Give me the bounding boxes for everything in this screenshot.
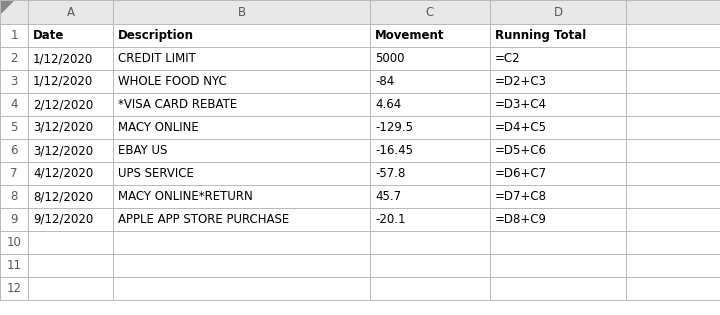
Text: *VISA CARD REBATE: *VISA CARD REBATE [118, 98, 238, 111]
Text: CREDIT LIMIT: CREDIT LIMIT [118, 52, 196, 65]
Text: 45.7: 45.7 [375, 190, 401, 203]
Text: -84: -84 [375, 75, 395, 88]
Text: 9: 9 [10, 213, 18, 226]
Text: -57.8: -57.8 [375, 167, 405, 180]
Text: EBAY US: EBAY US [118, 144, 167, 157]
Text: 6: 6 [10, 144, 18, 157]
Text: Running Total: Running Total [495, 29, 586, 42]
Text: 4: 4 [10, 98, 18, 111]
Text: APPLE APP STORE PURCHASE: APPLE APP STORE PURCHASE [118, 213, 289, 226]
Text: =C2: =C2 [495, 52, 521, 65]
Bar [0, 0, 720, 24]
Text: D: D [554, 5, 562, 19]
Text: =D6+C7: =D6+C7 [495, 167, 547, 180]
Text: =D4+C5: =D4+C5 [495, 121, 547, 134]
Text: 2: 2 [10, 52, 18, 65]
Text: 3: 3 [10, 75, 18, 88]
Text: =D5+C6: =D5+C6 [495, 144, 547, 157]
Text: 10: 10 [6, 236, 22, 249]
Text: B: B [238, 5, 246, 19]
Text: =D8+C9: =D8+C9 [495, 213, 547, 226]
Bar [0, 24, 720, 300]
Text: 4/12/2020: 4/12/2020 [33, 167, 94, 180]
Text: 1/12/2020: 1/12/2020 [33, 75, 94, 88]
Text: 3/12/2020: 3/12/2020 [33, 121, 93, 134]
Text: WHOLE FOOD NYC: WHOLE FOOD NYC [118, 75, 227, 88]
Text: -20.1: -20.1 [375, 213, 405, 226]
Text: =D2+C3: =D2+C3 [495, 75, 547, 88]
Text: =D3+C4: =D3+C4 [495, 98, 547, 111]
Polygon shape [1, 1, 14, 14]
Text: 1: 1 [10, 29, 18, 42]
Text: 12: 12 [6, 282, 22, 295]
Text: MACY ONLINE: MACY ONLINE [118, 121, 199, 134]
Text: 3/12/2020: 3/12/2020 [33, 144, 93, 157]
Text: 4.64: 4.64 [375, 98, 401, 111]
Text: =D7+C8: =D7+C8 [495, 190, 547, 203]
Text: C: C [426, 5, 434, 19]
Text: Date: Date [33, 29, 64, 42]
Text: UPS SERVICE: UPS SERVICE [118, 167, 194, 180]
Text: -16.45: -16.45 [375, 144, 413, 157]
Text: 11: 11 [6, 259, 22, 272]
Text: 8/12/2020: 8/12/2020 [33, 190, 93, 203]
Text: 7: 7 [10, 167, 18, 180]
Text: -129.5: -129.5 [375, 121, 413, 134]
Text: MACY ONLINE*RETURN: MACY ONLINE*RETURN [118, 190, 253, 203]
Text: Description: Description [118, 29, 194, 42]
Text: 2/12/2020: 2/12/2020 [33, 98, 94, 111]
Text: 8: 8 [10, 190, 18, 203]
Text: 9/12/2020: 9/12/2020 [33, 213, 94, 226]
Text: Movement: Movement [375, 29, 444, 42]
Text: 5: 5 [10, 121, 18, 134]
Text: A: A [66, 5, 74, 19]
Text: 5000: 5000 [375, 52, 405, 65]
Text: 1/12/2020: 1/12/2020 [33, 52, 94, 65]
